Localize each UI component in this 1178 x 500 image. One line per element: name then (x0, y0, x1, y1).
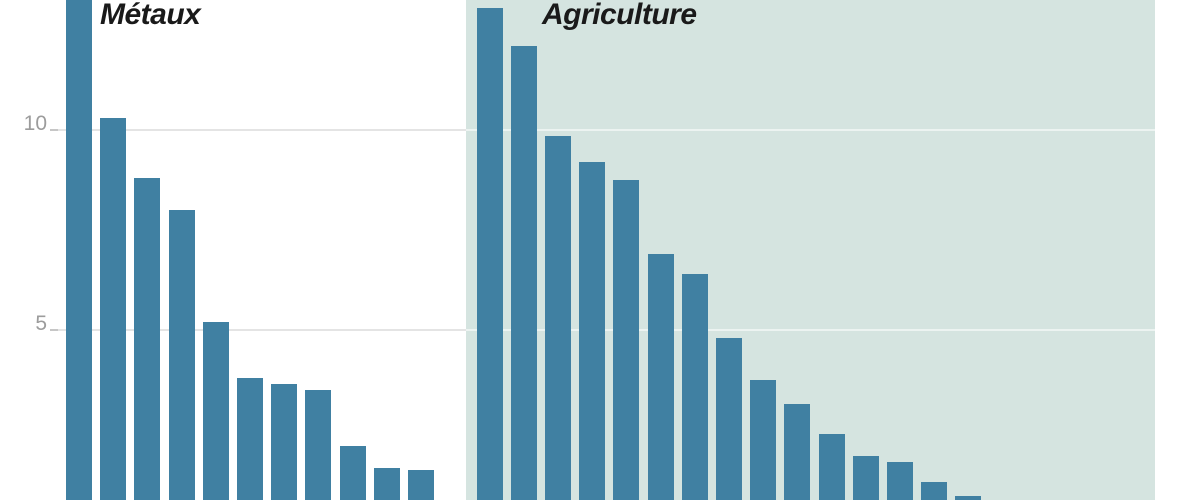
bar (66, 0, 92, 500)
bar (544, 136, 571, 500)
y-axis-tick-10 (50, 129, 58, 131)
bar (613, 180, 640, 500)
bar (476, 8, 503, 500)
panel-agriculture: Agriculture (466, 0, 1155, 500)
bar (852, 456, 879, 500)
gridline-10 (58, 129, 466, 131)
bars-metaux (0, 0, 466, 500)
y-axis-tick-5 (50, 329, 58, 331)
bar (305, 390, 332, 500)
bar (681, 274, 708, 500)
bar (373, 468, 400, 500)
bar (715, 338, 742, 500)
gridline-5 (58, 329, 466, 331)
y-axis-tick-label-5: 5 (35, 312, 47, 335)
bar (510, 46, 537, 500)
bar (784, 404, 811, 500)
bar (579, 162, 606, 500)
bar (100, 118, 127, 500)
panel-title-agriculture: Agriculture (542, 0, 697, 31)
bar (408, 470, 434, 500)
bar (339, 446, 366, 500)
bar (168, 210, 195, 500)
bar (921, 482, 948, 500)
gridline-5 (466, 329, 1155, 331)
bar (750, 380, 777, 500)
bar (202, 322, 229, 500)
bar (271, 384, 298, 500)
bars-agriculture (466, 0, 1155, 500)
bar (647, 254, 674, 500)
gridline-10 (466, 129, 1155, 131)
bar (134, 178, 161, 500)
bar (955, 496, 982, 500)
bar (818, 434, 845, 500)
bar (886, 462, 913, 500)
panel-title-metaux: Métaux (100, 0, 201, 31)
bar (237, 378, 263, 500)
panel-metaux: 10 5 Métaux (0, 0, 466, 500)
y-axis-tick-label-10: 10 (23, 112, 47, 135)
